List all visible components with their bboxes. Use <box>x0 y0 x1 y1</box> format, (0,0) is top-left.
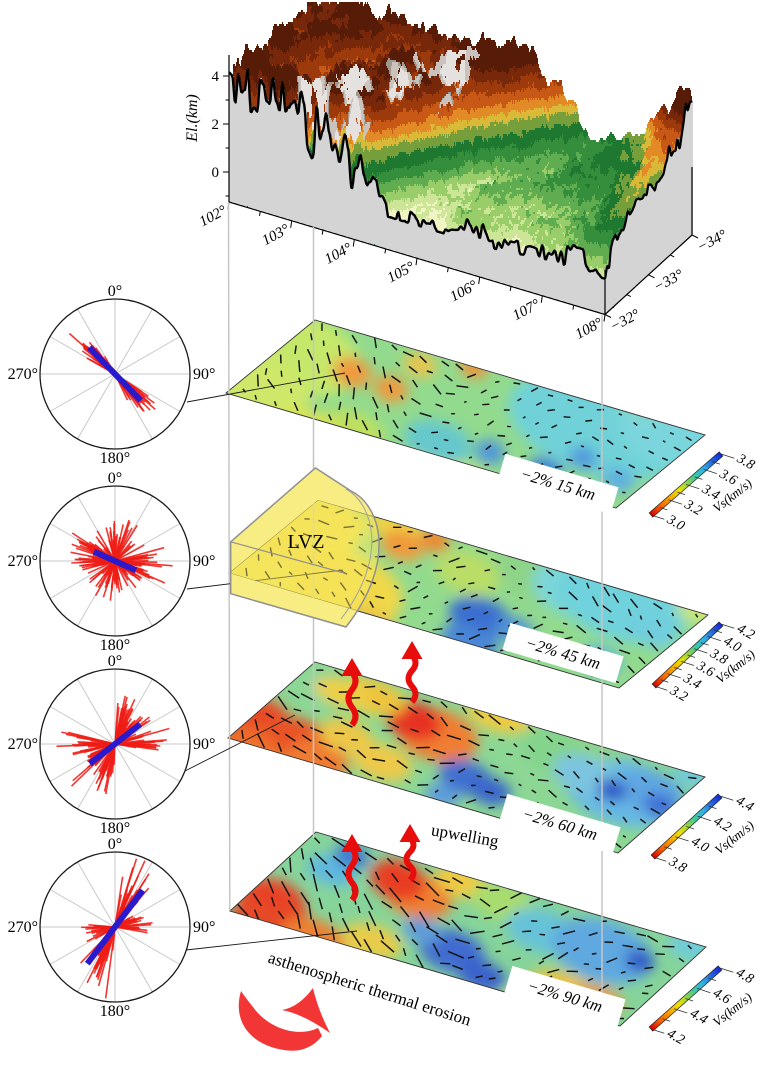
svg-text:0: 0 <box>212 165 220 181</box>
svg-text:90°: 90° <box>193 736 215 753</box>
svg-text:90°: 90° <box>193 919 215 936</box>
svg-text:90°: 90° <box>193 366 215 383</box>
svg-text:270°: 270° <box>8 366 38 383</box>
svg-text:0°: 0° <box>108 836 122 853</box>
svg-text:4: 4 <box>212 69 220 85</box>
svg-text:90°: 90° <box>193 553 215 570</box>
svg-text:2: 2 <box>212 117 220 133</box>
svg-text:270°: 270° <box>8 736 38 753</box>
svg-text:180°: 180° <box>100 450 130 467</box>
svg-text:270°: 270° <box>8 553 38 570</box>
svg-text:180°: 180° <box>100 820 130 837</box>
svg-text:El.(km): El.(km) <box>184 94 201 143</box>
svg-text:0°: 0° <box>108 653 122 670</box>
svg-text:270°: 270° <box>8 919 38 936</box>
svg-text:0°: 0° <box>108 283 122 300</box>
svg-text:LVZ: LVZ <box>287 531 324 553</box>
svg-text:180°: 180° <box>100 637 130 654</box>
svg-text:0°: 0° <box>108 470 122 487</box>
svg-text:180°: 180° <box>100 1003 130 1020</box>
